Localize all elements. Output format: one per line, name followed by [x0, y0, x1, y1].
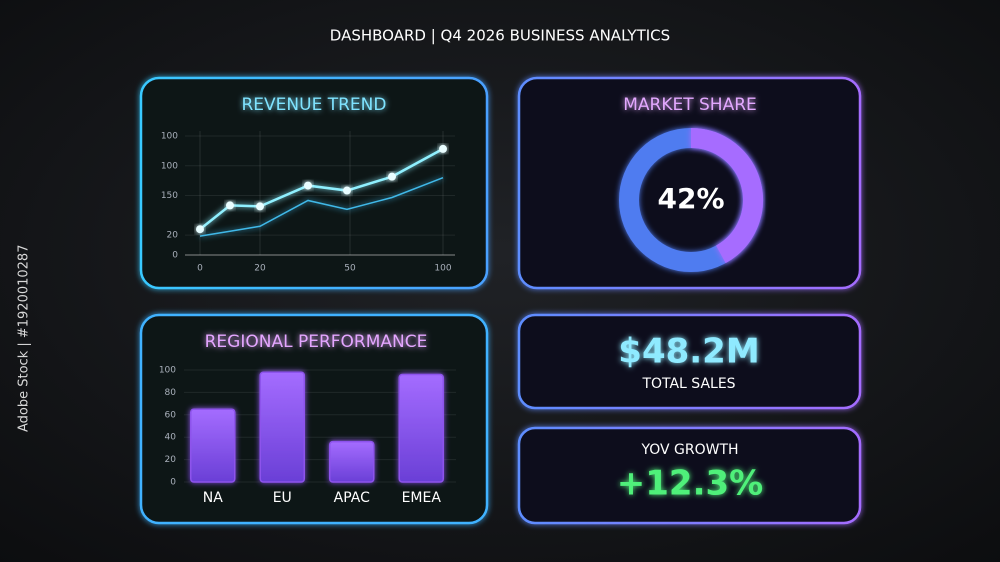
data-point	[388, 172, 396, 181]
bar	[190, 408, 236, 483]
x-tick-label: 20	[254, 264, 266, 274]
bar	[398, 373, 444, 483]
data-point	[304, 181, 312, 190]
watermark: Adobe Stock | #1920010287	[17, 245, 32, 432]
y-tick-label: 60	[165, 410, 177, 420]
donut-segment	[690, 128, 763, 264]
data-point	[256, 202, 264, 211]
x-tick-label: APAC	[334, 490, 370, 506]
y-tick-label: 40	[165, 433, 177, 443]
data-point	[226, 201, 234, 210]
data-point	[343, 186, 351, 195]
x-tick-label: EU	[273, 490, 292, 506]
panel	[139, 76, 489, 290]
data-point	[439, 144, 447, 153]
y-tick-label: 0	[170, 478, 176, 488]
x-tick-label: NA	[203, 490, 223, 506]
dashboard-title: DASHBOARD | Q4 2026 BUSINESS ANALYTICS	[330, 27, 670, 45]
x-tick-label: 100	[434, 264, 451, 274]
x-tick-label: 50	[344, 264, 356, 274]
y-tick-label: 0	[172, 251, 178, 261]
kpi-value: +12.3%	[617, 464, 763, 504]
panel-title: MARKET SHARE	[623, 95, 757, 115]
bar	[259, 371, 305, 483]
y-tick-label: 20	[167, 231, 179, 241]
y-tick-label: 100	[159, 366, 176, 376]
kpi-value: $48.2M	[618, 332, 759, 372]
panel-title: REGIONAL PERFORMANCE	[205, 332, 428, 352]
donut-label: 42%	[657, 182, 724, 215]
panel	[517, 76, 862, 290]
panel	[517, 426, 862, 525]
kpi-label: YOV GROWTH	[640, 442, 738, 458]
y-tick-label: 80	[165, 388, 177, 398]
panel-title: REVENUE TREND	[242, 95, 387, 115]
data-line	[199, 176, 444, 237]
y-tick-label: 150	[161, 191, 178, 201]
y-tick-label: 100	[161, 161, 178, 171]
x-tick-label: EMEA	[402, 490, 442, 506]
kpi-label: TOTAL SALES	[641, 376, 735, 392]
panel	[517, 313, 862, 410]
y-tick-label: 100	[161, 132, 178, 142]
x-tick-label: 0	[197, 264, 203, 274]
data-point	[196, 225, 204, 234]
y-tick-label: 20	[165, 455, 177, 465]
bar	[329, 440, 375, 483]
